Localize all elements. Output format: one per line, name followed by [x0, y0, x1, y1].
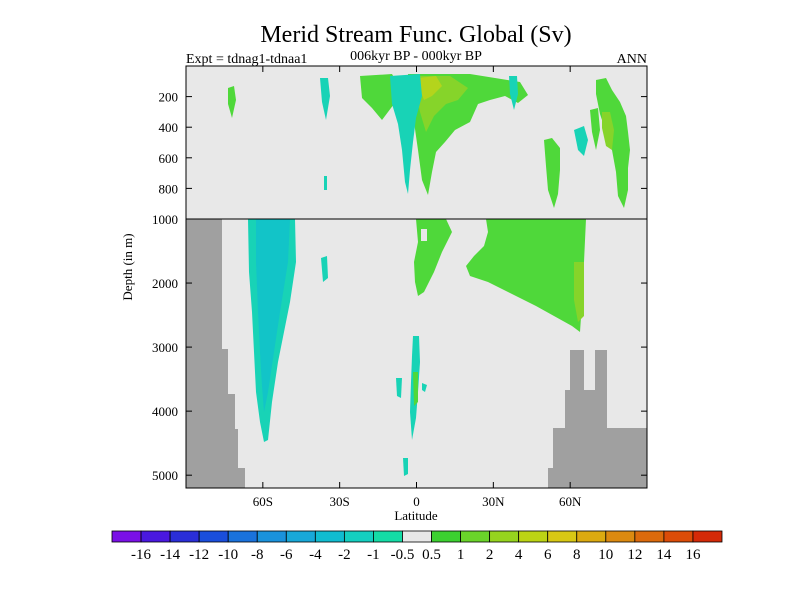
colorbar-swatch	[518, 530, 549, 543]
experiment-label: Expt = tdnag1-tdnaa1	[186, 52, 307, 67]
x-tick-label: 30N	[482, 494, 505, 509]
x-tick-label: 60N	[559, 494, 582, 509]
colorbar-label: 8	[573, 547, 581, 563]
colorbar-label: 16	[685, 547, 701, 563]
upper-y-tick-label: 600	[159, 151, 179, 166]
colorbar-swatch	[605, 530, 636, 543]
colorbar-label: -4	[309, 547, 322, 563]
y-axis-label: Depth (in m)	[120, 233, 135, 300]
chart-title: Merid Stream Func. Global (Sv)	[260, 22, 571, 48]
colorbar-swatch	[634, 530, 665, 543]
colorbar-label: -14	[160, 547, 180, 563]
colorbar-label: -6	[280, 547, 293, 563]
colorbar-swatch	[111, 530, 142, 543]
colorbar-swatch	[227, 530, 258, 543]
colorbar-label: -8	[251, 547, 264, 563]
x-tick-label: 60S	[253, 494, 273, 509]
antarctic-bathymetry	[186, 219, 245, 488]
colorbar-swatch	[140, 530, 171, 543]
season-label: ANN	[617, 52, 647, 67]
colorbar-swatch	[169, 530, 200, 543]
colorbar-label: -1	[367, 547, 380, 563]
upper-southern-negative-cell	[390, 74, 422, 194]
deep-40s-dot	[321, 256, 328, 282]
upper-subtropical-patch	[360, 74, 400, 120]
lower-y-tick-label: 2000	[152, 276, 178, 291]
upper-y-tick-label: 400	[159, 120, 179, 135]
colorbar-swatch	[489, 530, 520, 543]
colorbar-label: 2	[486, 547, 494, 563]
x-tick-label: 30S	[330, 494, 350, 509]
equatorial-deep-gap	[421, 229, 427, 241]
upper-equatorial-max	[418, 76, 442, 100]
upper-y-tick-label: 800	[159, 181, 179, 196]
colorbar-swatch	[576, 530, 607, 543]
upper-patch-south-positive	[228, 86, 236, 118]
colorbar-swatch	[198, 530, 229, 543]
x-axis-label: Latitude	[394, 508, 438, 523]
axis-ticks: 60S 30S 0 30N 60N 200 400 600 800 1000 2000 3000 400…	[152, 66, 647, 509]
colorbar-swatch	[547, 530, 578, 543]
deep-southern-dot-2	[403, 458, 408, 476]
upper-patch-south-negative	[320, 78, 330, 120]
colorbar-swatch	[663, 530, 694, 543]
antarctic-bottom-core	[256, 219, 290, 412]
upper-patch-60n	[544, 138, 560, 208]
upper-north-cell	[596, 78, 630, 208]
colorbar-label: -12	[189, 547, 209, 563]
x-tick-label: 0	[413, 494, 420, 509]
lower-panel	[186, 219, 647, 488]
upper-y-tick-label: 200	[159, 90, 179, 105]
colorbar-swatch	[431, 530, 461, 543]
colorbar-label: 10	[598, 547, 613, 563]
colorbar-label: 4	[515, 547, 523, 563]
nadw-edge	[574, 262, 584, 322]
colorbar-label: -2	[338, 547, 351, 563]
upper-patch-20n-negative	[509, 76, 518, 110]
colorbar-label: -0.5	[391, 547, 415, 563]
colorbar-label: 14	[656, 547, 672, 563]
colorbar-label: -16	[131, 547, 151, 563]
colorbar: -16 -14 -12 -10 -8 -6 -4 -2 -1 -0.5 0.5 1 2 4 6 8 10 12 14…	[111, 530, 723, 563]
upper-patch-north-small	[590, 108, 600, 150]
colorbar-swatch	[692, 530, 723, 543]
upper-north-core	[602, 112, 614, 150]
lower-y-tick-label: 5000	[152, 468, 178, 483]
nadw-cell	[466, 219, 586, 332]
colorbar-swatch	[402, 530, 432, 543]
deep-southern-dot	[396, 378, 402, 398]
colorbar-label: 0.5	[422, 547, 441, 563]
colorbar-swatch	[285, 530, 316, 543]
colorbar-label: -10	[218, 547, 238, 563]
upper-panel	[186, 66, 647, 219]
upper-patch-south-dot	[324, 176, 327, 190]
equatorial-positive-spot	[413, 372, 418, 406]
colorbar-label: 12	[627, 547, 642, 563]
lower-y-tick-label: 4000	[152, 404, 178, 419]
colorbar-swatch	[343, 530, 374, 543]
colorbar-swatch	[314, 530, 345, 543]
lower-y-tick-label: 3000	[152, 340, 178, 355]
colorbar-label: 1	[457, 547, 465, 563]
colorbar-label: 6	[544, 547, 552, 563]
time-range-label: 006kyr BP - 000kyr BP	[350, 49, 482, 64]
deep-equator-dot	[422, 383, 427, 392]
colorbar-swatch	[373, 530, 403, 543]
lower-y-tick-label: 1000	[152, 212, 178, 227]
upper-patch-north-negative	[574, 126, 588, 156]
colorbar-swatch	[256, 530, 287, 543]
arctic-bathymetry	[548, 350, 647, 488]
colorbar-swatch	[460, 530, 491, 543]
